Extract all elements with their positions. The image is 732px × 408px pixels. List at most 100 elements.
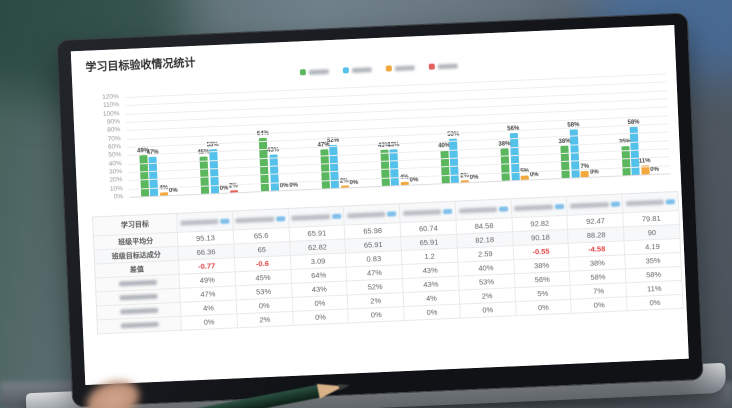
table-cell: 0% (515, 299, 573, 317)
cell-value: 0% (649, 297, 661, 308)
header-link-chip[interactable] (666, 198, 676, 205)
cell-value: 90.18 (530, 232, 550, 243)
cell-value: -4.58 (587, 244, 606, 254)
cell-value: 84.58 (474, 221, 494, 231)
cell-value: 65 (257, 245, 267, 255)
y-axis-tick-label: 20% (109, 176, 123, 185)
cell-value: 1.2 (424, 251, 435, 262)
cell-value: 0% (482, 305, 494, 315)
legend-label-blurred (394, 64, 415, 71)
blurred-row-label (120, 321, 159, 329)
blurred-header-text (179, 218, 219, 226)
cell-value: 64% (311, 270, 327, 281)
table-cell: 2% (237, 311, 294, 329)
y-axis-tick-label: 70% (107, 134, 121, 143)
cell-value: 82.18 (475, 235, 495, 245)
table-header-cell-blurred[interactable] (232, 208, 290, 231)
header-link-chip[interactable] (554, 203, 564, 209)
cell-value: 92.47 (585, 216, 606, 227)
header-link-chip[interactable] (331, 213, 341, 219)
cell-value: 65.91 (363, 239, 383, 250)
cell-value: 88.28 (586, 230, 606, 241)
header-link-chip[interactable] (443, 208, 453, 214)
header-link-chip[interactable] (610, 201, 620, 207)
table-header-cell-blurred[interactable] (288, 206, 345, 228)
table-header-cell-blurred[interactable] (567, 194, 624, 216)
bar-series-blue (329, 144, 340, 189)
table-cell: 0% (404, 304, 461, 322)
legend-item-series-orange[interactable] (385, 64, 415, 72)
header-link-chip[interactable] (387, 210, 397, 217)
cell-value: 65.98 (363, 225, 383, 236)
blurred-row-label (119, 307, 158, 315)
cell-value: 47% (366, 267, 383, 278)
cell-value: 58% (645, 269, 662, 280)
cell-value: 65.6 (253, 230, 269, 241)
cell-value: 49% (199, 275, 215, 285)
cell-value: -0.6 (255, 258, 270, 269)
row-label-text: 班级目标达成分 (111, 251, 161, 261)
table-header-cell-blurred[interactable] (399, 201, 457, 224)
pencil-lead-tip (338, 381, 350, 391)
cell-value: 38% (589, 258, 606, 268)
cell-value: 0% (203, 317, 215, 327)
blurred-header-text (402, 208, 442, 216)
y-axis-tick-label: 120% (102, 93, 119, 102)
legend-label-blurred (437, 62, 458, 69)
legend-item-series-green[interactable] (299, 68, 330, 76)
page-title: 学习目标验收情况统计 (85, 56, 196, 74)
table-cell: 0% (181, 314, 238, 331)
cell-value: 0% (537, 302, 550, 313)
cell-value: 65.91 (419, 237, 439, 248)
y-axis-tick-label: 10% (109, 184, 123, 193)
cell-value: 45% (255, 272, 271, 283)
cell-value: 5% (537, 288, 549, 299)
header-link-chip[interactable] (498, 205, 509, 212)
table-header-cell-blurred[interactable] (511, 196, 568, 219)
table-cell: 0% (627, 294, 684, 312)
header-link-chip[interactable] (275, 215, 286, 222)
laptop: 学习目标验收情况统计 49% 47% 4% 0% 45% 53% 0% 2% 64% 43% 0% 0… (56, 12, 704, 408)
cell-value: 4% (202, 303, 215, 313)
legend-item-series-blue[interactable] (342, 66, 372, 74)
cell-value: 4% (425, 293, 437, 304)
y-axis-tick-label: 80% (107, 126, 121, 135)
legend-color-dot (428, 63, 435, 70)
bar-series-blue (389, 149, 400, 186)
legend-item-series-red[interactable] (428, 62, 458, 70)
table-cell: 0% (571, 297, 628, 314)
legend-color-dot (299, 69, 307, 76)
table-cell: 0% (348, 307, 405, 324)
cell-value: 3.09 (310, 256, 326, 267)
cell-value: 53% (478, 277, 495, 287)
table-header-cell-blurred[interactable] (455, 199, 513, 221)
cell-value: 11% (646, 283, 662, 294)
cell-value: 35% (645, 255, 661, 266)
cell-value: 65.91 (307, 228, 327, 239)
cell-value: 60.74 (418, 223, 438, 234)
cell-value: 43% (311, 284, 328, 295)
cell-value: 4.19 (644, 241, 660, 252)
cell-value: 79.81 (641, 213, 661, 224)
bar-slot-series-green: 35% (619, 139, 631, 176)
cell-value: -0.55 (532, 246, 550, 257)
cell-value: 52% (367, 281, 383, 292)
cell-value: 58% (590, 272, 606, 282)
legend-color-dot (342, 67, 350, 74)
table-header-cell-blurred[interactable] (622, 191, 680, 214)
bar-series-blue (449, 138, 460, 183)
row-label-text: 班级平均分 (118, 237, 154, 246)
bar-slot-series-orange: 5% (520, 168, 529, 180)
cell-value: 95.13 (195, 233, 216, 244)
blurred-header-text (235, 216, 275, 223)
header-link-chip[interactable] (220, 218, 230, 224)
dashboard-page: 学习目标验收情况统计 49% 47% 4% 0% 45% 53% 0% 2% 64% 43% 0% 0… (70, 24, 689, 386)
bar-series-green (139, 155, 150, 197)
blurred-row-label (118, 293, 158, 301)
table-header-cell-blurred[interactable] (176, 211, 234, 233)
blurred-header-text (291, 213, 330, 221)
table-header-cell-blurred[interactable] (344, 204, 401, 226)
table-row-label (97, 316, 183, 335)
cell-value: 38% (533, 260, 550, 271)
legend-color-dot (385, 65, 392, 72)
